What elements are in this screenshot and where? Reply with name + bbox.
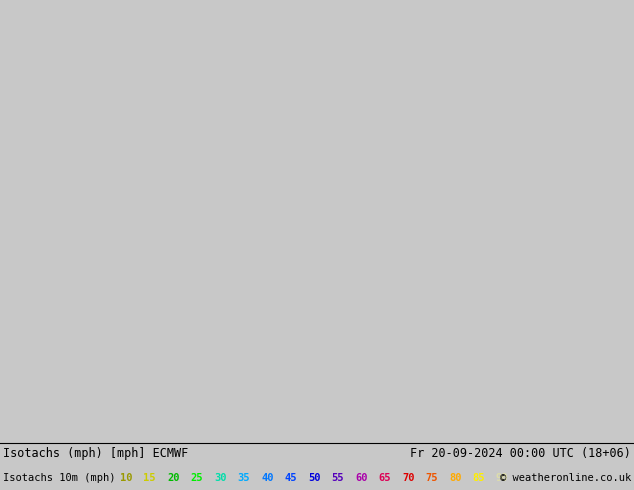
Text: 30: 30 bbox=[214, 473, 226, 483]
Text: 90: 90 bbox=[496, 473, 508, 483]
Text: 10: 10 bbox=[120, 473, 133, 483]
Text: 50: 50 bbox=[308, 473, 321, 483]
Text: Isotachs 10m (mph): Isotachs 10m (mph) bbox=[3, 473, 115, 483]
Text: 75: 75 bbox=[425, 473, 438, 483]
Text: 15: 15 bbox=[143, 473, 156, 483]
Text: 60: 60 bbox=[355, 473, 368, 483]
Text: Fr 20-09-2024 00:00 UTC (18+06): Fr 20-09-2024 00:00 UTC (18+06) bbox=[410, 447, 631, 460]
Text: 25: 25 bbox=[190, 473, 203, 483]
Text: 85: 85 bbox=[472, 473, 485, 483]
Text: 45: 45 bbox=[285, 473, 297, 483]
Text: 35: 35 bbox=[238, 473, 250, 483]
Text: 55: 55 bbox=[332, 473, 344, 483]
Text: 65: 65 bbox=[378, 473, 391, 483]
Text: © weatheronline.co.uk: © weatheronline.co.uk bbox=[500, 473, 631, 483]
Text: 70: 70 bbox=[402, 473, 415, 483]
Text: 20: 20 bbox=[167, 473, 179, 483]
Text: 40: 40 bbox=[261, 473, 273, 483]
Text: Isotachs (mph) [mph] ECMWF: Isotachs (mph) [mph] ECMWF bbox=[3, 447, 188, 460]
Text: 80: 80 bbox=[449, 473, 462, 483]
